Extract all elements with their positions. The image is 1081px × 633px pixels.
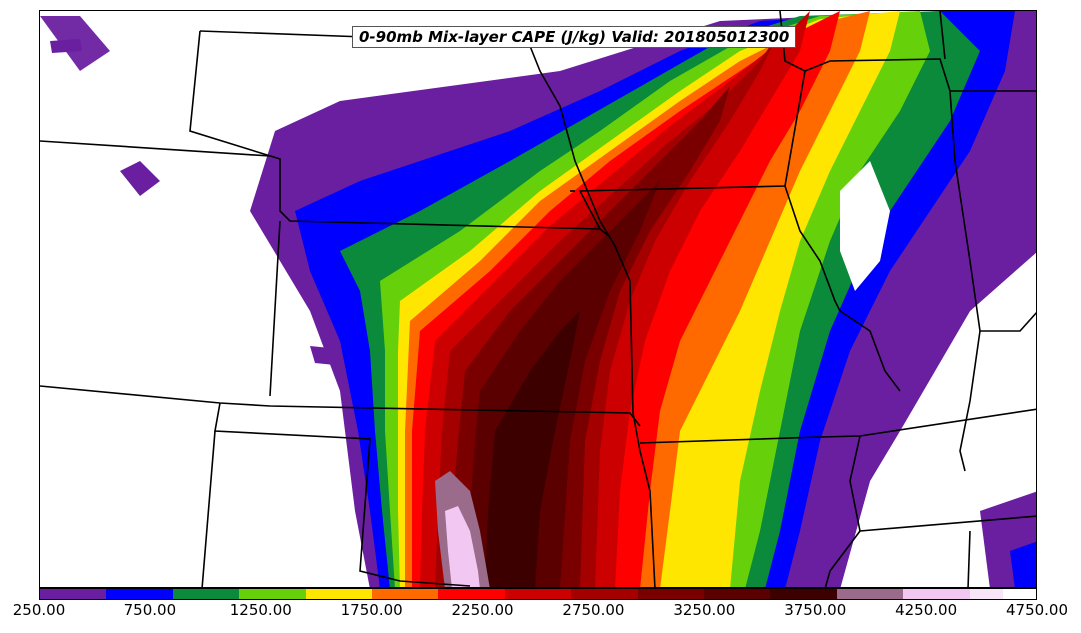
colorbar-segment: [903, 589, 937, 599]
cape-band-3500: [485, 311, 580, 587]
boundary-20: [959, 400, 971, 472]
colorbar-segment: [338, 589, 373, 599]
colorbar-segment: [637, 589, 671, 599]
colorbar-segment: [936, 589, 970, 599]
colorbar-tick-label: 2250.00: [451, 601, 514, 619]
colorbar-segment: [405, 589, 439, 599]
colorbar-ticks: 250.00 750.00 1250.00 1750.00 2250.00 2750.00…: [0, 601, 1081, 625]
boundary-21: [967, 530, 971, 587]
colorbar-tick-label: 750.00: [123, 601, 177, 619]
colorbar-segment: [870, 589, 904, 599]
colorbar-segment: [172, 589, 207, 599]
colorbar-segment: [438, 589, 472, 599]
colorbar-segment: [372, 589, 406, 599]
colorbar-segment: [704, 589, 738, 599]
boundary-15: [859, 515, 1036, 532]
colorbar-segment: [1002, 589, 1037, 599]
colorbar-segment: [139, 589, 173, 599]
boundary-18: [839, 310, 901, 392]
colorbar-segment: [504, 589, 539, 599]
colorbar-segment: [305, 589, 339, 599]
cape-clear-east: [840, 161, 890, 291]
cape-map: [40, 11, 1036, 587]
colorbar-segment: [670, 589, 705, 599]
colorbar-segment: [604, 589, 638, 599]
map-panel: 0-90mb Mix-layer CAPE (J/kg) Valid: 2018…: [39, 10, 1037, 588]
state-boundaries: [40, 11, 1036, 587]
boundary-13: [639, 408, 1036, 444]
cape-patch-se-blue: [1010, 541, 1036, 587]
colorbar-segment: [571, 589, 605, 599]
colorbar-tick-label: 1750.00: [340, 601, 403, 619]
colorbar-tick-label: 2750.00: [562, 601, 625, 619]
colorbar: [39, 588, 1037, 600]
colorbar-segment: [836, 589, 871, 599]
colorbar-segment: [803, 589, 837, 599]
boundary-11: [784, 185, 841, 312]
boundary-7: [201, 430, 216, 587]
colorbar-segment: [106, 589, 140, 599]
colorbar-segment: [538, 589, 572, 599]
cape-patch-1: [120, 161, 160, 196]
colorbar-segment: [969, 589, 1003, 599]
boundary-6: [214, 402, 471, 587]
colorbar-segment: [737, 589, 771, 599]
colorbar-tick-label: 1250.00: [229, 601, 292, 619]
colorbar-segment: [239, 589, 273, 599]
colorbar-tick-label: 4750.00: [1005, 601, 1069, 619]
colorbar-tick-label: 4250.00: [895, 601, 958, 619]
boundary-16: [949, 90, 981, 402]
boundary-19: [980, 312, 1036, 332]
boundary-12: [632, 412, 656, 587]
colorbar-segment: [272, 589, 306, 599]
colorbar-segment: [206, 589, 240, 599]
boundary-3: [40, 140, 271, 157]
cape-contours: [40, 11, 1036, 587]
colorbar-tick-label: 3750.00: [784, 601, 847, 619]
colorbar-segment: [471, 589, 505, 599]
cape-patch-2: [50, 39, 82, 53]
colorbar-segment: [73, 589, 107, 599]
boundary-23: [939, 11, 946, 60]
map-title: 0-90mb Mix-layer CAPE (J/kg) Valid: 2018…: [352, 26, 797, 48]
colorbar-tick-label: 250.00: [12, 601, 66, 619]
boundary-4: [269, 220, 281, 397]
colorbar-tick-label: 3250.00: [673, 601, 736, 619]
colorbar-segment: [770, 589, 804, 599]
colorbar-segment: [40, 589, 74, 599]
cape-patch-3: [310, 346, 345, 366]
cape-band-4000: [445, 506, 480, 587]
